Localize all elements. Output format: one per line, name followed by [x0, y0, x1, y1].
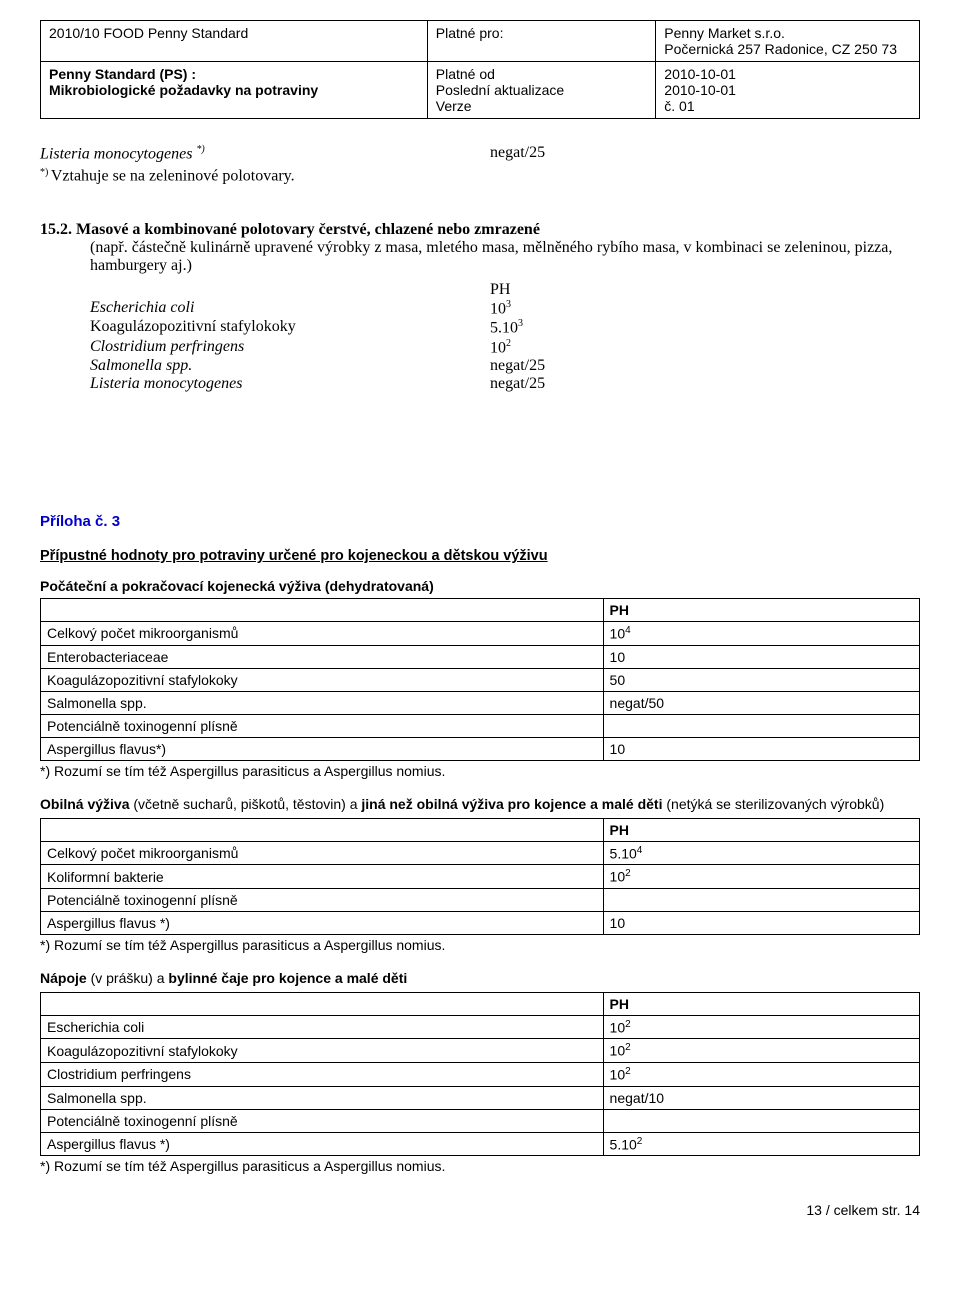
t2-v1: 5.104 [603, 841, 919, 865]
t3-r5: Potenciálně toxinogenní plísně [41, 1109, 604, 1132]
posledni-val: 2010-10-01 [664, 82, 911, 98]
dates-values: 2010-10-01 2010-10-01 č. 01 [656, 62, 920, 119]
t1-r2: Enterobacteriaceae [41, 645, 604, 668]
t3-r2: Koagulázopozitivní stafylokoky [41, 1039, 604, 1063]
document-header-table: 2010/10 FOOD Penny Standard Platné pro: … [40, 20, 920, 119]
section1-heading: Přípustné hodnoty pro potraviny určené p… [40, 548, 920, 564]
t2-ph: PH [603, 818, 919, 841]
t3-v1: 102 [603, 1015, 919, 1039]
note-text: Vztahuje se na zeleninové polotovary. [51, 168, 295, 185]
s152-r1l: Escherichia coli [90, 299, 490, 318]
table-3: PH Escherichia coli102 Koagulázopozitivn… [40, 992, 920, 1157]
s152-r4v: negat/25 [490, 357, 545, 375]
t3-v6: 5.102 [603, 1132, 919, 1156]
table-2: PH Celkový počet mikroorganismů5.104 Kol… [40, 818, 920, 935]
table-1: PH Celkový počet mikroorganismů104 Enter… [40, 598, 920, 761]
listeria-text: Listeria monocytogenes [40, 145, 196, 162]
t3-r3: Clostridium perfringens [41, 1063, 604, 1087]
t1-h1 [41, 598, 604, 621]
section3-title: Nápoje (v prášku) a bylinné čaje pro koj… [40, 969, 920, 988]
t2-v4: 10 [603, 911, 919, 934]
t3-ph: PH [603, 992, 919, 1015]
t2-v3 [603, 888, 919, 911]
platne-od-val: 2010-10-01 [664, 66, 911, 82]
posledni-label: Poslední aktualizace [436, 82, 648, 98]
t3-v4: negat/10 [603, 1086, 919, 1109]
s152-r2v: 5.103 [490, 318, 523, 337]
t1-r4: Salmonella spp. [41, 691, 604, 714]
page-footer: 13 / celkem str. 14 [40, 1202, 920, 1218]
s152-ph: PH [490, 281, 510, 299]
t3-r6: Aspergillus flavus *) [41, 1132, 604, 1156]
listeria-footnote: *) Vztahuje se na zeleninové polotovary. [40, 167, 920, 186]
t3-v5 [603, 1109, 919, 1132]
s152-r3l: Clostridium perfringens [90, 338, 490, 357]
dates-labels: Platné od Poslední aktualizace Verze [427, 62, 656, 119]
t1-r5: Potenciálně toxinogenní plísně [41, 714, 604, 737]
t1-v2: 10 [603, 645, 919, 668]
t1-footnote: *) Rozumí se tím též Aspergillus parasit… [40, 763, 920, 779]
platne-od-label: Platné od [436, 66, 648, 82]
section2-intro: Obilná výživa (včetně sucharů, piškotů, … [40, 795, 920, 814]
header-code: 2010/10 FOOD Penny Standard [41, 21, 428, 62]
t1-v5 [603, 714, 919, 737]
ps-desc: Mikrobiologické požadavky na potraviny [49, 82, 318, 98]
section1-title: Počáteční a pokračovací kojenecká výživa… [40, 578, 920, 594]
s152-num: 15.2. [40, 221, 72, 238]
listeria-sup: *) [196, 144, 204, 155]
t2-r1: Celkový počet mikroorganismů [41, 841, 604, 865]
t1-v3: 50 [603, 668, 919, 691]
t3-v3: 102 [603, 1063, 919, 1087]
t3-r4: Salmonella spp. [41, 1086, 604, 1109]
t1-r3: Koagulázopozitivní stafylokoky [41, 668, 604, 691]
t2-v2: 102 [603, 865, 919, 889]
header-row-2: Penny Standard (PS) : Mikrobiologické po… [41, 62, 920, 119]
t3-v2: 102 [603, 1039, 919, 1063]
s152-r5v: negat/25 [490, 375, 545, 393]
t1-r6: Aspergillus flavus*) [41, 737, 604, 760]
verze-val: č. 01 [664, 98, 911, 114]
priloha-heading: Příloha č. 3 [40, 513, 920, 530]
company-address: Počernická 257 Radonice, CZ 250 73 [664, 41, 911, 57]
platne-pro-label: Platné pro: [427, 21, 656, 62]
t2-r3: Potenciálně toxinogenní plísně [41, 888, 604, 911]
s152-r4l: Salmonella spp. [90, 357, 490, 375]
t1-v6: 10 [603, 737, 919, 760]
listeria-label: Listeria monocytogenes *) [40, 144, 490, 163]
verze-label: Verze [436, 98, 648, 114]
listeria-value: negat/25 [490, 144, 545, 163]
listeria-row: Listeria monocytogenes *) negat/25 [40, 144, 920, 163]
header-row-1: 2010/10 FOOD Penny Standard Platné pro: … [41, 21, 920, 62]
t2-footnote: *) Rozumí se tím též Aspergillus parasit… [40, 937, 920, 953]
ps-label: Penny Standard (PS) : [49, 66, 196, 82]
t3-h1 [41, 992, 604, 1015]
company-cell: Penny Market s.r.o. Počernická 257 Radon… [656, 21, 920, 62]
t1-v4: negat/50 [603, 691, 919, 714]
t3-footnote: *) Rozumí se tím též Aspergillus parasit… [40, 1158, 920, 1174]
header-sub: Penny Standard (PS) : Mikrobiologické po… [41, 62, 428, 119]
t2-h1 [41, 818, 604, 841]
note-prefix: *) [40, 167, 51, 178]
t1-v1: 104 [603, 621, 919, 645]
s152-title: Masové a kombinované polotovary čerstvé,… [72, 221, 540, 238]
s152-r3v: 102 [490, 338, 511, 357]
company-name: Penny Market s.r.o. [664, 25, 911, 41]
section-15-2: 15.2. Masové a kombinované polotovary če… [40, 221, 920, 393]
t3-r1: Escherichia coli [41, 1015, 604, 1039]
t2-r2: Koliformní bakterie [41, 865, 604, 889]
t2-r4: Aspergillus flavus *) [41, 911, 604, 934]
s152-r2l: Koagulázopozitivní stafylokoky [90, 318, 490, 337]
s152-r1v: 103 [490, 299, 511, 318]
t1-ph: PH [603, 598, 919, 621]
s152-desc: (např. částečně kulinárně upravené výrob… [90, 239, 920, 275]
s152-r5l: Listeria monocytogenes [90, 375, 490, 393]
t1-r1: Celkový počet mikroorganismů [41, 621, 604, 645]
